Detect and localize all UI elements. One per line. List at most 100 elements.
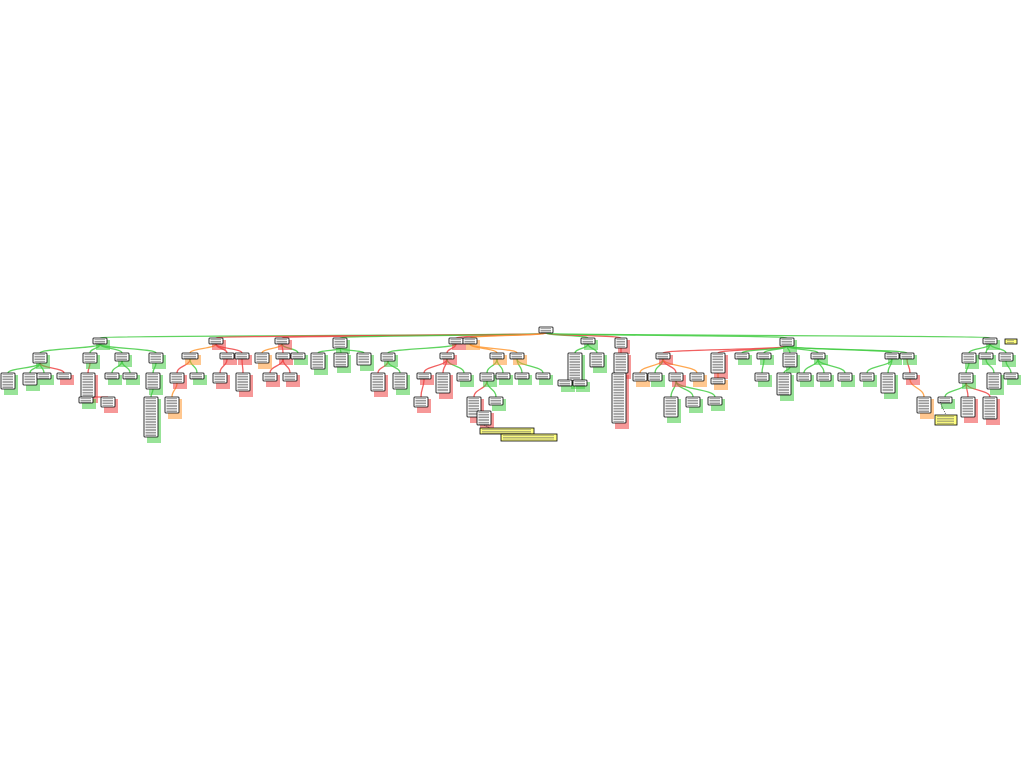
node-strength-bar <box>714 380 728 390</box>
claim-node <box>614 337 630 354</box>
claim-node <box>495 372 513 385</box>
claim-node <box>668 372 686 387</box>
claim-node <box>333 352 351 373</box>
claim-node <box>488 396 506 411</box>
node-strength-bar <box>294 355 308 365</box>
claim-node <box>370 372 388 397</box>
claim-node <box>796 372 814 387</box>
link <box>469 332 547 339</box>
node-strength-bar <box>223 355 237 365</box>
node-strength-bar <box>539 375 553 385</box>
claim-node <box>685 396 703 413</box>
node-strength-bar <box>493 355 507 365</box>
link <box>545 332 991 339</box>
claim-node <box>262 372 280 387</box>
claim-node <box>707 396 725 411</box>
node-box <box>235 372 251 392</box>
link <box>387 343 457 354</box>
claim-node <box>663 396 681 423</box>
node-strength-bar <box>193 375 207 385</box>
claim-node <box>779 337 797 352</box>
node-strength-bar <box>279 355 293 365</box>
node-box <box>370 372 386 392</box>
claim-node <box>219 352 237 365</box>
node-strength-bar <box>1007 375 1021 385</box>
claim-node <box>234 352 252 365</box>
claim-node <box>235 372 253 397</box>
claim-node <box>782 352 800 373</box>
claim-node <box>275 352 293 365</box>
claim-node <box>36 372 54 385</box>
claim-node <box>476 410 494 431</box>
node-strength-bar <box>443 355 457 365</box>
node-strength-bar <box>561 382 575 392</box>
claim-node <box>982 396 1000 425</box>
node-strength-bar <box>814 355 828 365</box>
claim-node <box>902 372 920 385</box>
claim-node <box>181 352 201 365</box>
claim-node <box>32 352 50 369</box>
claim-node <box>884 352 902 365</box>
claim-node <box>0 372 18 395</box>
claim-node <box>960 396 978 423</box>
node-strength-bar <box>518 375 532 385</box>
claim-node <box>456 372 474 387</box>
claim-node <box>274 337 292 350</box>
claim-node <box>290 352 308 365</box>
claim-node <box>837 372 855 387</box>
links <box>7 332 1012 418</box>
node-strength-bar <box>96 340 110 350</box>
claim-node <box>710 377 728 390</box>
claim-node <box>212 372 230 389</box>
note <box>500 433 558 442</box>
claim-node <box>489 352 507 365</box>
claim-node <box>164 396 182 419</box>
claim-node <box>859 372 877 387</box>
claim-node <box>816 372 834 387</box>
link <box>545 332 622 339</box>
note-link <box>939 401 947 416</box>
claim-node <box>557 379 575 392</box>
node-strength-bar <box>903 355 917 365</box>
node-box <box>476 410 492 426</box>
note <box>934 414 958 426</box>
claim-node <box>92 337 110 350</box>
claim-node <box>448 337 466 350</box>
note <box>1004 338 1018 345</box>
claim-node <box>916 396 934 419</box>
node-strength-bar <box>982 355 996 365</box>
node-strength-bar <box>185 355 201 365</box>
claim-node <box>734 352 752 365</box>
claim-node <box>978 352 996 365</box>
note-box <box>1004 338 1018 345</box>
claim-node <box>880 372 898 399</box>
claim-node <box>958 372 976 389</box>
claim-node <box>632 372 650 387</box>
claim-node <box>572 379 590 392</box>
node-strength-bar <box>986 340 1000 350</box>
claim-node <box>100 396 118 413</box>
claim-node <box>332 337 350 354</box>
claim-node <box>961 352 979 369</box>
claim-node <box>380 352 398 367</box>
claim-node <box>104 372 122 385</box>
claim-node <box>254 352 272 369</box>
node-strength-bar <box>452 340 466 350</box>
node-box <box>333 352 349 368</box>
claim-node <box>647 372 665 387</box>
node-strength-bar <box>499 375 513 385</box>
node-strength-bar <box>238 355 252 365</box>
claim-node <box>392 372 410 395</box>
claim-node <box>535 372 553 385</box>
claim-node <box>78 396 96 409</box>
node-strength-bar <box>760 355 774 365</box>
claim-node <box>710 352 728 379</box>
claim-node <box>145 372 163 395</box>
node-strength-bar <box>906 375 920 385</box>
claim-node <box>754 372 772 387</box>
claim-node <box>899 352 917 365</box>
node-strength-bar <box>108 375 122 385</box>
link <box>545 332 788 339</box>
